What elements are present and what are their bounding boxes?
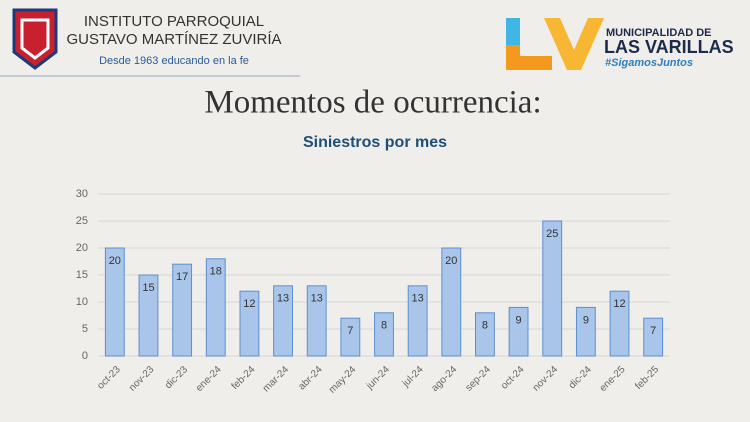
slide-title: Momentos de ocurrencia: xyxy=(204,85,541,121)
bar xyxy=(643,317,664,357)
x-tick-label: ene-25 xyxy=(598,364,628,394)
value-label: 17 xyxy=(176,271,188,283)
value-label: 12 xyxy=(613,298,625,310)
value-label: 20 xyxy=(109,255,121,267)
x-tick-label: feb-25 xyxy=(633,364,661,392)
value-label: 7 xyxy=(650,325,656,337)
school-name: GUSTAVO MARTÍNEZ ZUVIRÍA xyxy=(66,31,281,48)
bar xyxy=(475,312,495,357)
value-label: 7 xyxy=(347,325,353,337)
value-label: 9 xyxy=(583,314,589,326)
bar xyxy=(273,285,293,357)
x-tick-label: mar-24 xyxy=(261,364,291,394)
y-tick-label: 10 xyxy=(76,296,88,308)
muni-logo xyxy=(506,18,604,70)
x-tick-label: oct-24 xyxy=(499,364,527,392)
value-label: 12 xyxy=(243,298,255,310)
x-tick-label: nov-24 xyxy=(531,364,561,394)
x-tick-label: abr-24 xyxy=(296,364,325,393)
x-tick-label: jun-24 xyxy=(364,364,392,392)
bar xyxy=(172,263,193,357)
x-tick-label: sep-24 xyxy=(464,364,494,394)
muni-tag: #SigamosJuntos xyxy=(605,57,693,69)
value-label: 20 xyxy=(445,255,457,267)
bar xyxy=(609,290,630,357)
y-tick-label: 5 xyxy=(82,323,88,335)
bar xyxy=(542,220,563,357)
value-label: 13 xyxy=(412,293,424,305)
y-tick-label: 0 xyxy=(82,350,88,362)
value-label: 13 xyxy=(277,293,289,305)
bar xyxy=(407,285,428,357)
y-tick-label: 15 xyxy=(76,269,88,281)
value-label: 8 xyxy=(482,320,488,332)
bar xyxy=(205,258,226,357)
x-tick-label: dic-23 xyxy=(163,364,190,391)
chart-title: Siniestros por mes xyxy=(303,134,447,151)
x-tick-label: nov-23 xyxy=(127,364,157,394)
y-tick-label: 30 xyxy=(76,188,88,200)
x-tick-label: may-24 xyxy=(327,364,359,396)
value-label: 13 xyxy=(311,293,323,305)
x-tick-label: ago-24 xyxy=(429,364,459,394)
value-label: 25 xyxy=(546,228,558,240)
x-tick-label: feb-24 xyxy=(230,364,258,392)
muni-name: LAS VARILLAS xyxy=(604,37,734,57)
bar xyxy=(104,247,125,357)
value-label: 15 xyxy=(142,282,154,294)
y-tick-label: 25 xyxy=(76,215,88,227)
bar xyxy=(306,285,327,357)
school-name: INSTITUTO PARROQUIAL xyxy=(84,13,264,30)
x-tick-label: jul-24 xyxy=(400,364,426,390)
bar xyxy=(340,317,361,357)
x-tick-label: ene-24 xyxy=(194,364,224,394)
value-label: 8 xyxy=(381,320,387,332)
value-label: 9 xyxy=(516,314,522,326)
x-tick-label: dic-24 xyxy=(567,364,594,391)
bar xyxy=(374,312,394,357)
value-label: 18 xyxy=(210,266,222,278)
school-motto: Desde 1963 educando en la fe xyxy=(99,55,249,67)
school-logo xyxy=(12,8,58,70)
muni-name: MUNICIPALIDAD DE xyxy=(606,27,712,39)
bar xyxy=(508,306,529,357)
bar xyxy=(138,274,159,357)
bar xyxy=(575,306,596,357)
y-tick-label: 20 xyxy=(76,242,88,254)
bar xyxy=(441,247,462,357)
bar xyxy=(239,290,260,357)
x-tick-label: oct-23 xyxy=(95,364,123,392)
